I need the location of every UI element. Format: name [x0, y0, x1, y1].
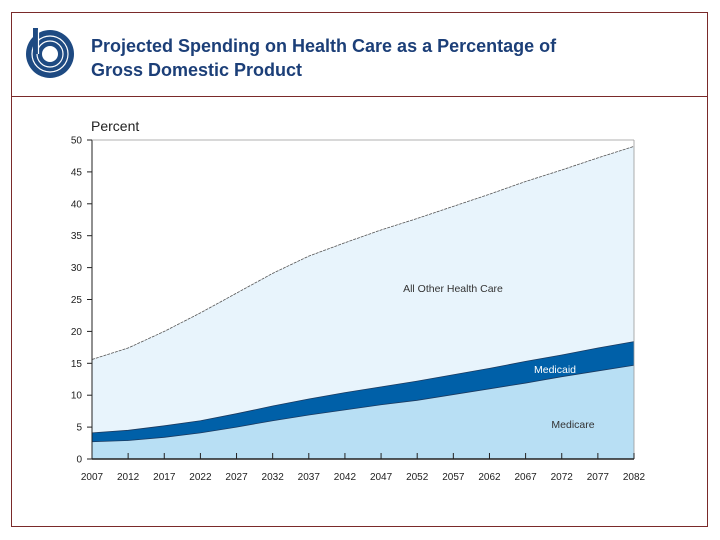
page-title: Projected Spending on Health Care as a P…	[91, 34, 556, 82]
x-tick-label: 2057	[442, 472, 465, 483]
x-tick-label: 2077	[587, 472, 610, 483]
x-tick-label: 2067	[514, 472, 537, 483]
y-tick-label: 15	[71, 359, 83, 370]
series-label-1: Medicaid	[534, 364, 576, 376]
y-tick-label: 40	[71, 199, 83, 210]
y-tick-label: 0	[76, 455, 82, 466]
series-line-0	[91, 364, 635, 443]
x-tick-label: 2082	[623, 472, 646, 483]
x-tick-label: 2052	[406, 472, 429, 483]
area-medicare	[92, 365, 634, 459]
y-tick-label: 25	[71, 295, 83, 306]
x-tick-label: 2022	[189, 472, 212, 483]
x-tick-label: 2007	[81, 472, 104, 483]
header-divider	[11, 96, 708, 97]
x-tick-label: 2032	[262, 472, 285, 483]
y-tick-label: 45	[71, 167, 83, 178]
series-line-1	[91, 341, 635, 434]
y-tick-label: 50	[71, 136, 83, 147]
slide-frame	[11, 12, 708, 527]
y-tick-label: 5	[76, 423, 82, 434]
x-tick-label: 2042	[334, 472, 357, 483]
y-tick-label: 20	[71, 327, 83, 338]
series-label-0: Medicare	[551, 419, 594, 431]
series-label-2: All Other Health Care	[403, 283, 503, 295]
x-tick-label: 2072	[551, 472, 574, 483]
y-tick-label: 10	[71, 391, 83, 402]
y-axis-label: Percent	[91, 118, 140, 134]
title-line-2: Gross Domestic Product	[91, 60, 303, 80]
y-tick-label: 30	[71, 263, 83, 274]
area-all-other-health-care	[92, 146, 634, 433]
x-tick-label: 2027	[225, 472, 248, 483]
series-line-2	[91, 145, 635, 360]
x-tick-label: 2062	[478, 472, 501, 483]
x-tick-label: 2047	[370, 472, 393, 483]
x-tick-label: 2012	[117, 472, 140, 483]
x-tick-label: 2037	[298, 472, 321, 483]
y-tick-label: 35	[71, 231, 83, 242]
x-tick-label: 2017	[153, 472, 176, 483]
logo-icon	[26, 28, 74, 78]
title-line-1: Projected Spending on Health Care as a P…	[91, 36, 557, 56]
